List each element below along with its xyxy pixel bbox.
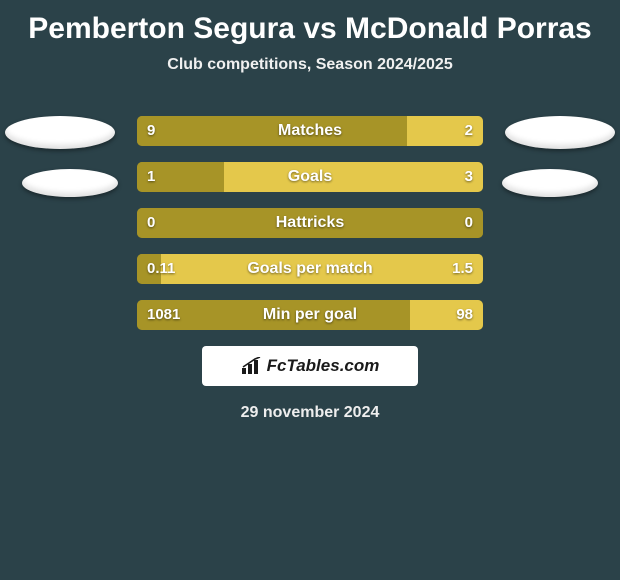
stat-label: Goals: [137, 162, 483, 192]
stat-label: Hattricks: [137, 208, 483, 238]
stat-value-left: 0.11: [137, 254, 185, 284]
avatar-placeholder: [505, 116, 615, 149]
player-right-avatars: [500, 116, 620, 217]
date-label: 29 november 2024: [0, 404, 620, 422]
stat-row: Hattricks0 0: [137, 208, 483, 238]
bar-chart-icon: [241, 357, 263, 375]
stat-value-left: 0: [137, 208, 165, 238]
stat-value-right: 2: [455, 116, 483, 146]
subtitle: Club competitions, Season 2024/2025: [0, 56, 620, 74]
stat-value-left: 1: [137, 162, 165, 192]
stat-value-right: 1.5: [442, 254, 483, 284]
player-left-avatars: [0, 116, 120, 217]
stat-label: Matches: [137, 116, 483, 146]
logo-text: FcTables.com: [267, 356, 380, 376]
stat-value-left: 1081: [137, 300, 190, 330]
fctables-logo[interactable]: FcTables.com: [202, 346, 418, 386]
stat-bars: Matches9 2 Goals1 3 Hattricks0 0 Goals per mat…: [137, 116, 483, 330]
stat-value-right: 98: [446, 300, 483, 330]
comparison-panel: Matches9 2 Goals1 3 Hattricks0 0 Goals per mat…: [0, 116, 620, 422]
stat-row: Matches9 2: [137, 116, 483, 146]
avatar-placeholder: [502, 169, 598, 197]
avatar-placeholder: [22, 169, 118, 197]
stat-row: Goals1 3: [137, 162, 483, 192]
stat-row: Min per goal108198: [137, 300, 483, 330]
avatar-placeholder: [5, 116, 115, 149]
stat-label: Goals per match: [137, 254, 483, 284]
stat-value-left: 9: [137, 116, 165, 146]
stat-row: Goals per match0.11 1.5: [137, 254, 483, 284]
stat-value-right: 3: [455, 162, 483, 192]
page-title: Pemberton Segura vs McDonald Porras: [0, 0, 620, 46]
stat-value-right: 0: [455, 208, 483, 238]
